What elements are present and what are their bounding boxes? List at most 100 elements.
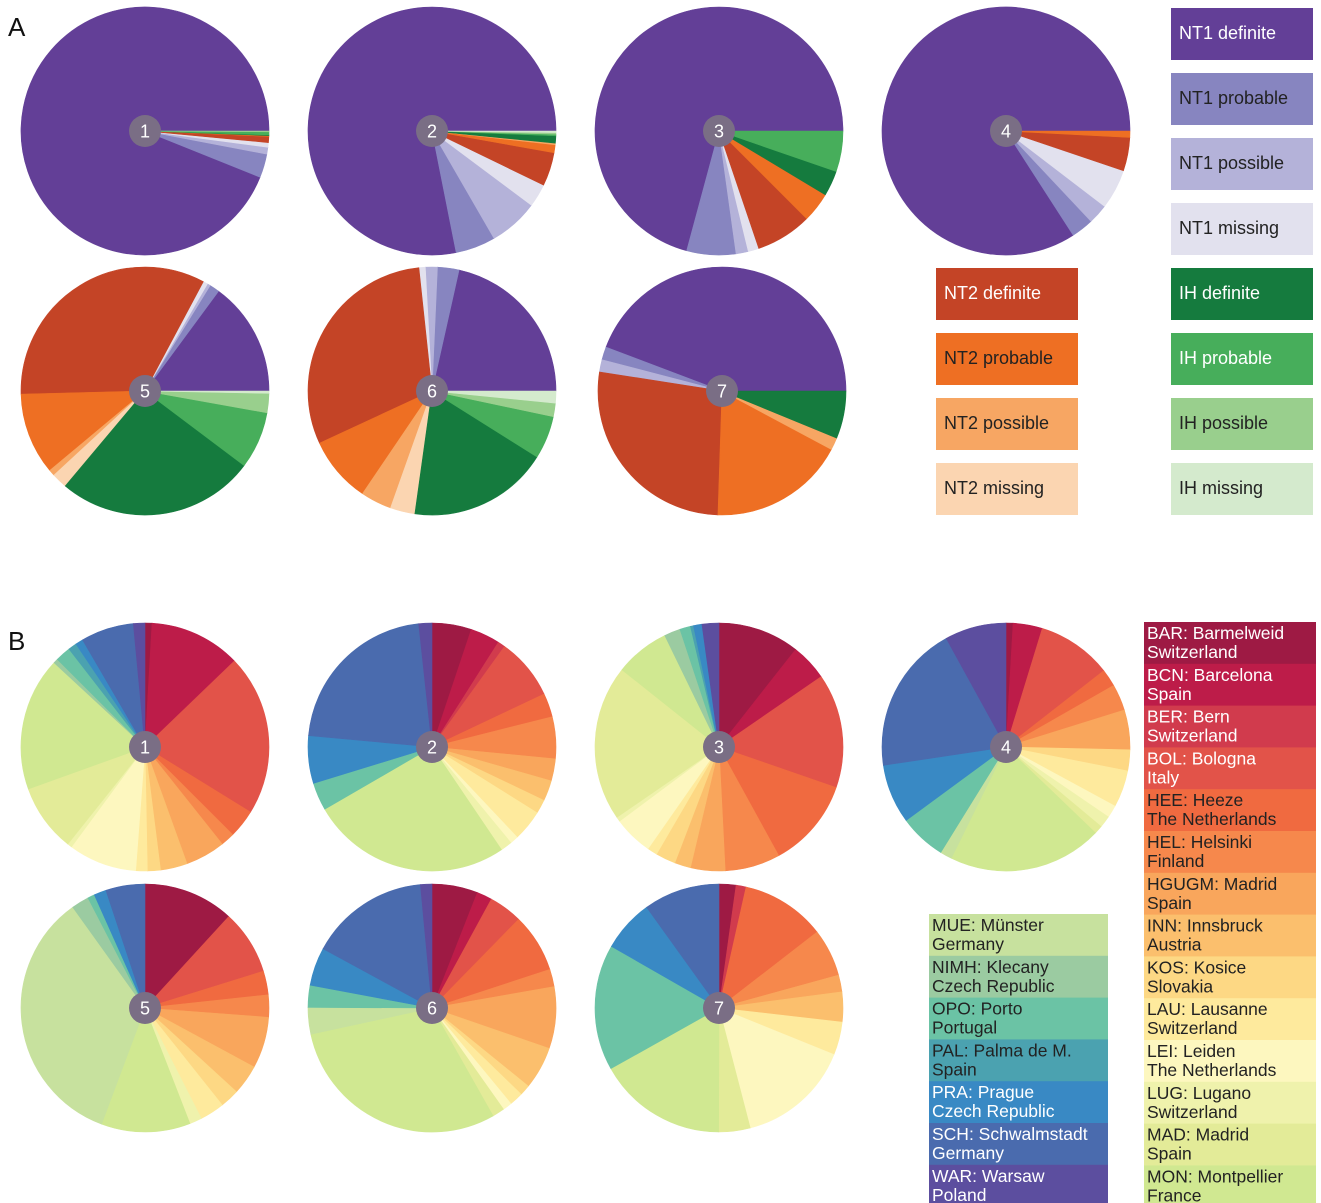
pie-3-center xyxy=(703,115,735,147)
legend-b-swatch-lau xyxy=(1144,998,1316,1041)
legend-b-site-kos: KOS: Kosice xyxy=(1147,957,1246,977)
pie-5-slice-mue xyxy=(20,906,146,1125)
pie-6-slice-ih-missing xyxy=(431,390,557,404)
pie-6-center xyxy=(416,992,448,1024)
legend-a-swatch-ih-probable xyxy=(1171,333,1313,385)
legend-b-site-mue: MUE: Münster xyxy=(932,915,1044,935)
legend-a-label-ih-probable: IH probable xyxy=(1179,348,1272,368)
legend-b-swatch-kos xyxy=(1144,956,1316,999)
legend-b-country-opo: Portugal xyxy=(932,1018,997,1038)
legend-b-site-hel: HEL: Helsinki xyxy=(1147,832,1252,852)
legend-b-site-lug: LUG: Lugano xyxy=(1147,1083,1251,1103)
pie-3-slice-bar xyxy=(718,622,797,748)
pie-7-number: 7 xyxy=(714,999,724,1019)
legend-a-swatch-nt2-possible xyxy=(936,398,1078,450)
legend-b-swatch-bol xyxy=(1144,747,1316,790)
pie-6-slice-nt1-definite xyxy=(431,269,557,392)
legend-a-label-ih-definite: IH definite xyxy=(1179,283,1260,303)
legend-b-country-ber: Switzerland xyxy=(1147,726,1237,746)
legend-b-site-inn: INN: Innsbruck xyxy=(1147,916,1263,936)
legend-a-label-nt1-probable: NT1 probable xyxy=(1179,88,1288,108)
pie-7-slice-ih-definite xyxy=(721,390,847,439)
pie-5-slice-nt2-definite xyxy=(20,266,204,395)
panel-b-letter: B xyxy=(8,626,25,656)
pie-3-number: 3 xyxy=(714,738,724,758)
pie-1-center xyxy=(129,115,161,147)
pie-4-slice-sch xyxy=(881,637,1007,766)
pie-3-slice-mad xyxy=(594,669,720,818)
legend-b-site-lau: LAU: Lausanne xyxy=(1147,999,1268,1019)
legend-b-country-war: Poland xyxy=(932,1185,987,1203)
legend-b-country-lei: The Netherlands xyxy=(1147,1060,1277,1080)
legend-b-swatch-lug xyxy=(1144,1081,1316,1125)
legend-b-site-bcn: BCN: Barcelona xyxy=(1147,665,1273,685)
legend-b-site-war: WAR: Warsaw xyxy=(932,1166,1045,1186)
legend-b-swatch-bar xyxy=(1144,622,1316,665)
legend-a-swatch-nt2-definite xyxy=(936,268,1078,320)
pie-6-center xyxy=(416,375,448,407)
pie-1-number: 1 xyxy=(140,122,150,142)
legend-a-swatch-nt1-possible xyxy=(1171,138,1313,190)
pie-3-slice-ih-probable xyxy=(718,130,844,172)
legend-b-site-ber: BER: Bern xyxy=(1147,707,1230,727)
legend-a-swatch-ih-possible xyxy=(1171,398,1313,450)
legend-b-site-pra: PRA: Prague xyxy=(932,1082,1034,1102)
legend-b-country-bar: Switzerland xyxy=(1147,642,1237,662)
legend-a-swatch-nt1-missing xyxy=(1171,203,1313,255)
legend-a-label-nt2-missing: NT2 missing xyxy=(944,478,1044,498)
legend-a-label-nt1-missing: NT1 missing xyxy=(1179,218,1279,238)
legend-a-swatch-nt2-missing xyxy=(936,463,1078,515)
legend-b-swatch-mad xyxy=(1144,1123,1316,1166)
pie-7-slice-mon xyxy=(610,1007,720,1133)
pie-1-slice-bcn xyxy=(144,622,235,748)
pie-5-slice-mon xyxy=(101,1007,191,1133)
legend-b-swatch-war xyxy=(929,1164,1108,1203)
legend-b-country-pra: Czech Republic xyxy=(932,1101,1055,1121)
legend-b-country-mon: France xyxy=(1147,1185,1201,1203)
pie-4-slice-war xyxy=(945,622,1007,748)
legend-b-swatch-hel xyxy=(1144,831,1316,874)
pie-3-number: 3 xyxy=(714,122,724,142)
pie-1-slice-ih-possible xyxy=(144,130,270,133)
pie-4-slice-mon xyxy=(950,746,1096,872)
legend-b-country-bcn: Spain xyxy=(1147,684,1192,704)
legend-b-country-pal: Spain xyxy=(932,1059,977,1079)
pie-7-number: 7 xyxy=(717,382,727,402)
pie-5-number: 5 xyxy=(140,999,150,1019)
pie-2-slice-mon xyxy=(324,746,502,872)
pie-5-slice-sch xyxy=(105,883,146,1009)
legend-b-swatch-hgugm xyxy=(1144,872,1316,916)
legend-a-label-nt1-definite: NT1 definite xyxy=(1179,23,1276,43)
legend-b-country-mad: Spain xyxy=(1147,1144,1192,1164)
pie-7-slice-nt2-probable xyxy=(717,390,832,516)
legend-b-country-hee: The Netherlands xyxy=(1147,809,1277,829)
legend-a-swatch-nt2-probable xyxy=(936,333,1078,385)
pie-2-slice-sch xyxy=(308,623,433,748)
pie-1-slice-mon xyxy=(20,662,146,790)
legend-a-label-nt2-definite: NT2 definite xyxy=(944,283,1041,303)
legend-b-swatch-pal xyxy=(929,1039,1108,1082)
pie-5-slice-nt1-definite xyxy=(144,290,270,392)
pie-6-slice-sch xyxy=(322,884,433,1009)
legend-b-swatch-inn xyxy=(1144,914,1316,957)
legend-b-country-lau: Switzerland xyxy=(1147,1018,1237,1038)
legend-b-swatch-mon xyxy=(1144,1165,1316,1203)
legend-b-site-hgugm: HGUGM: Madrid xyxy=(1147,874,1277,894)
pie-1-slice-bol xyxy=(144,660,270,813)
pie-2-center xyxy=(416,115,448,147)
pie-5-slice-ih-definite xyxy=(64,390,245,516)
pie-7-center xyxy=(706,375,738,407)
pie-6-slice-ih-definite xyxy=(414,390,538,516)
pie-5-slice-bar xyxy=(144,883,230,1009)
legend-b-country-lug: Switzerland xyxy=(1147,1102,1237,1122)
legend-b-country-inn: Austria xyxy=(1147,935,1202,955)
pie-3-slice-hee xyxy=(718,746,837,857)
legend-a-swatch-ih-missing xyxy=(1171,463,1313,515)
pie-6-number: 6 xyxy=(427,999,437,1019)
pie-5-slice-nt2-probable xyxy=(20,390,146,471)
legend-b-site-opo: OPO: Porto xyxy=(932,999,1022,1019)
legend-b-country-hgugm: Spain xyxy=(1147,893,1192,913)
pie-5-center xyxy=(129,375,161,407)
pie-7-slice-sch xyxy=(646,883,720,1009)
